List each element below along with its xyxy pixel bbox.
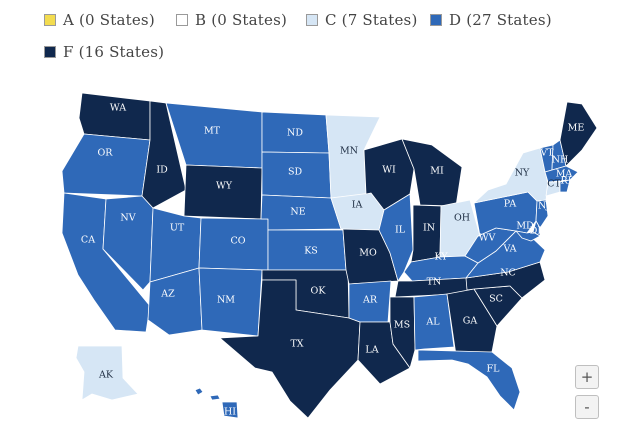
state-wy[interactable] — [183, 164, 263, 220]
state-me[interactable] — [559, 101, 598, 167]
legend-swatch-d — [430, 14, 442, 26]
state-sd[interactable] — [261, 151, 332, 199]
state-mt[interactable] — [165, 102, 263, 169]
states-layer — [61, 92, 598, 419]
state-in[interactable] — [410, 204, 442, 263]
state-il[interactable] — [378, 193, 414, 282]
state-or[interactable] — [61, 133, 151, 197]
state-ny[interactable] — [473, 147, 549, 204]
legend-item-d[interactable]: D (27 States) — [430, 9, 552, 31]
legend-swatch-b — [176, 14, 188, 26]
legend-label-f: F (16 States) — [63, 43, 165, 61]
legend-item-c[interactable]: C (7 States) — [306, 9, 418, 31]
state-fl[interactable] — [417, 349, 521, 411]
state-ak[interactable] — [75, 345, 139, 401]
legend-label-d: D (27 States) — [449, 11, 552, 29]
legend-label-c: C (7 States) — [325, 11, 418, 29]
state-ks[interactable] — [267, 229, 347, 271]
state-nd[interactable] — [261, 111, 330, 154]
state-hi[interactable] — [194, 387, 239, 419]
state-ne[interactable] — [260, 194, 342, 231]
legend-item-f[interactable]: F (16 States) — [44, 41, 164, 63]
state-az[interactable] — [147, 267, 203, 336]
state-ri[interactable] — [559, 179, 571, 193]
legend-swatch-f — [44, 46, 56, 58]
legend-swatch-c — [306, 14, 318, 26]
legend-swatch-a — [44, 14, 56, 26]
zoom-out-button[interactable]: - — [575, 395, 599, 419]
state-ma[interactable] — [544, 165, 579, 183]
state-nj[interactable] — [535, 199, 549, 229]
legend-label-a: A (0 States) — [63, 11, 155, 29]
state-ct[interactable] — [545, 181, 561, 197]
state-md[interactable] — [515, 230, 541, 242]
zoom-in-button[interactable]: + — [575, 365, 599, 389]
state-nm[interactable] — [198, 267, 263, 337]
state-ar[interactable] — [348, 280, 392, 323]
legend: A (0 States) B (0 States) C (7 States) D… — [0, 0, 624, 70]
legend-item-b[interactable]: B (0 States) — [176, 9, 287, 31]
state-co[interactable] — [198, 217, 269, 271]
state-al[interactable] — [413, 293, 455, 351]
state-tx[interactable] — [219, 279, 361, 419]
state-wa[interactable] — [78, 92, 151, 141]
legend-item-a[interactable]: A (0 States) — [44, 9, 155, 31]
legend-label-b: B (0 States) — [195, 11, 288, 29]
